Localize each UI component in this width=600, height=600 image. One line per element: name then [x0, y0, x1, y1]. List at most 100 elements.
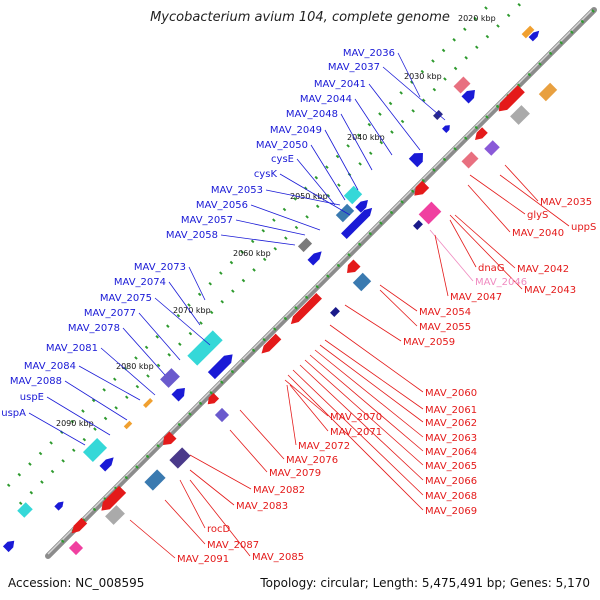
plus-gene-leader — [310, 144, 346, 201]
plus-gene-feature — [160, 368, 180, 388]
plus-gene-feature — [343, 185, 363, 205]
kbp-label: 2050 kbp — [290, 192, 328, 201]
minus-gene-leader — [304, 359, 424, 466]
minus-gene-arrow — [207, 392, 220, 405]
minus-gene-leader — [189, 479, 251, 557]
plus-gene-leader — [46, 396, 111, 436]
plus-gene-label: MAV_2049 — [270, 125, 322, 136]
minus-gene-leader — [164, 499, 206, 545]
minus-gene-feature — [144, 469, 166, 491]
plus-gene-label: MAV_2084 — [24, 361, 76, 372]
minus-gene-label: MAV_2054 — [419, 307, 471, 318]
plus-gene-label: MAV_2053 — [211, 185, 263, 196]
minus-gene-leader — [467, 184, 511, 233]
minus-gene-leader — [189, 469, 235, 506]
minus-gene-label: MAV_2070 — [330, 412, 382, 423]
kbp-label: 2020 kbp — [458, 14, 496, 23]
minus-gene-leader — [449, 219, 477, 268]
minus-gene-label: MAV_2062 — [425, 418, 477, 429]
minus-gene-label: MAV_2046 — [475, 277, 527, 288]
minus-gene-feature — [538, 82, 558, 102]
minus-gene-feature — [214, 407, 230, 423]
plus-gene-label: MAV_2088 — [10, 376, 62, 387]
minus-gene-leader — [434, 234, 449, 297]
minus-gene-leader — [129, 519, 176, 559]
minus-gene-label: MAV_2076 — [286, 455, 338, 466]
plus-gene-label: MAV_2036 — [343, 48, 395, 59]
plus-gene-leader — [324, 129, 359, 191]
plus-gene-leader — [100, 347, 156, 396]
plus-gene-label: MAV_2056 — [196, 200, 248, 211]
plus-gene-arrow — [207, 354, 233, 380]
map-title: Mycobacterium avium 104, complete genome — [150, 10, 450, 25]
plus-gene-arrow — [341, 207, 373, 239]
plus-gene-label: cysK — [254, 169, 278, 180]
minus-gene-feature — [413, 220, 423, 230]
minus-gene-arrow — [347, 259, 361, 273]
minus-gene-leader — [287, 374, 424, 511]
minus-gene-label: MAV_2064 — [425, 447, 477, 458]
minus-gene-label: MAV_2065 — [425, 461, 477, 472]
minus-gene-leader — [319, 344, 424, 423]
minus-gene-label: MAV_2079 — [269, 468, 321, 479]
plus-gene-feature — [521, 25, 535, 39]
minus-gene-label: MAV_2087 — [207, 540, 259, 551]
minus-gene-arrow — [498, 85, 525, 112]
plus-gene-leader — [28, 412, 86, 446]
minus-gene-arrow — [290, 293, 322, 325]
minus-gene-label: MAV_2043 — [524, 285, 576, 296]
plus-gene-arrow — [408, 153, 423, 168]
minus-gene-label: MAV_2071 — [330, 427, 382, 438]
plus-gene-leader — [279, 173, 351, 216]
minus-gene-label: MAV_2061 — [425, 405, 477, 416]
minus-gene-label: rocD — [207, 524, 231, 535]
plus-gene-label: MAV_2044 — [300, 94, 352, 105]
minus-gene-label: MAV_2063 — [425, 433, 477, 444]
plus-gene-leader — [250, 204, 321, 231]
minus-gene-leader — [179, 479, 206, 529]
minus-gene-feature — [169, 447, 191, 469]
plus-gene-arrow — [307, 251, 322, 266]
plus-gene-feature — [187, 330, 223, 366]
plus-gene-leader — [397, 52, 421, 98]
plus-gene-arrow — [54, 501, 64, 511]
minus-gene-label: MAV_2082 — [253, 485, 305, 496]
minus-gene-label: MAV_2085 — [252, 552, 304, 563]
minus-gene-leader — [504, 164, 539, 202]
plus-gene-arrow — [99, 457, 114, 472]
minus-gene-leader — [469, 174, 526, 215]
minus-gene-leader — [299, 364, 424, 481]
minus-gene-label: uppS — [571, 222, 596, 233]
minus-gene-label: MAV_2083 — [236, 501, 288, 512]
plus-gene-leader — [368, 83, 421, 151]
plus-gene-leader — [188, 266, 206, 301]
plus-gene-arrow — [528, 30, 540, 42]
minus-gene-feature — [418, 201, 442, 225]
minus-gene-label: MAV_2060 — [425, 388, 477, 399]
minus-gene-feature — [105, 505, 125, 525]
minus-gene-label: MAV_2091 — [177, 554, 229, 565]
minus-gene-label: MAV_2069 — [425, 506, 477, 517]
accession-label: Accession: NC_008595 — [8, 576, 145, 590]
plus-gene-feature — [433, 110, 443, 120]
kbp-label: 2090 kbp — [56, 419, 94, 428]
minus-gene-label: MAV_2042 — [517, 264, 569, 275]
minus-gene-leader — [239, 409, 285, 460]
plus-gene-arrow — [355, 200, 368, 213]
plus-gene-label: MAV_2073 — [134, 262, 186, 273]
kbp-label: 2030 kbp — [404, 72, 442, 81]
minus-gene-leader — [429, 229, 474, 282]
minus-gene-feature — [68, 540, 84, 556]
plus-gene-leader — [340, 113, 373, 171]
minus-gene-label: MAV_2072 — [298, 441, 350, 452]
plus-gene-leader — [296, 158, 336, 206]
minus-gene-arrow — [261, 333, 282, 354]
plus-gene-label: MAV_2074 — [114, 277, 166, 288]
minus-gene-label: MAV_2040 — [512, 228, 564, 239]
minus-gene-leader — [229, 429, 268, 473]
plus-gene-arrow — [442, 125, 450, 133]
minus-gene-leader — [314, 349, 424, 438]
plus-gene-leader — [354, 98, 393, 156]
plus-gene-label: uspE — [20, 392, 44, 403]
